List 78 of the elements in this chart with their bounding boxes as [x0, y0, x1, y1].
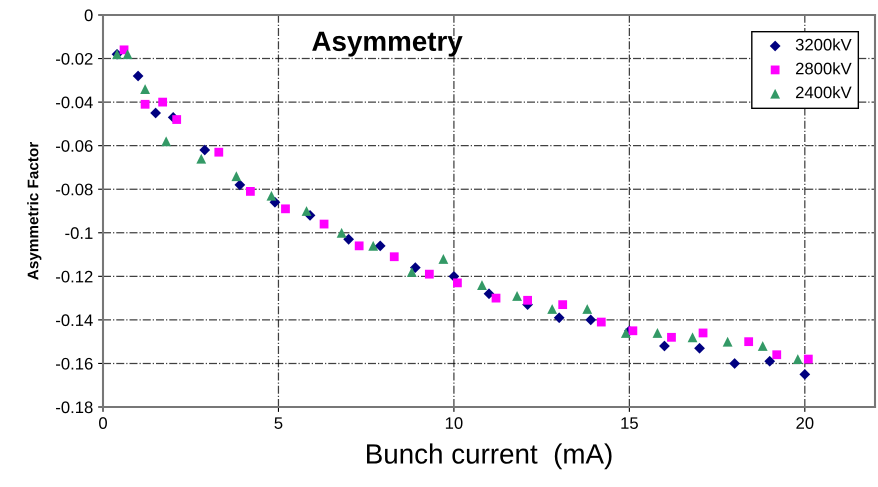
- x-tick-label: 5: [274, 417, 282, 429]
- point: [368, 240, 378, 251]
- point: [628, 326, 638, 336]
- y-tick-label: -0.16: [56, 358, 93, 370]
- point: [477, 280, 487, 290]
- point: [453, 278, 462, 288]
- point: [246, 187, 255, 196]
- point: [140, 84, 150, 94]
- point: [122, 49, 132, 60]
- point: [438, 254, 448, 264]
- y-tick-label: -0.08: [56, 184, 93, 196]
- point: [234, 179, 246, 190]
- point: [161, 136, 172, 146]
- point: [484, 288, 494, 300]
- x-tick-label: 15: [621, 417, 638, 429]
- text: Asymmetry: [312, 32, 463, 57]
- point: [390, 252, 399, 262]
- point: [343, 234, 354, 245]
- point: [196, 154, 206, 164]
- point: [512, 291, 522, 301]
- x-tick-label: 20: [796, 417, 814, 429]
- point: [804, 354, 813, 364]
- point: [523, 296, 532, 305]
- y-tick-label: -0.04: [56, 96, 93, 108]
- point: [659, 340, 670, 352]
- point: [320, 220, 328, 228]
- point: [652, 328, 662, 338]
- point: [374, 240, 386, 252]
- point: [744, 337, 754, 346]
- point: [354, 241, 364, 250]
- point: [582, 304, 592, 314]
- point: [596, 318, 606, 326]
- x-tick-label: 0: [99, 417, 107, 429]
- point: [231, 171, 242, 182]
- point: [694, 342, 705, 354]
- point: [764, 356, 776, 367]
- x-axis-title: Bunch current (mA): [367, 443, 612, 470]
- point: [722, 336, 733, 347]
- y-tick-label: -0.02: [56, 52, 92, 65]
- point: [410, 262, 421, 273]
- point: [667, 332, 676, 342]
- point: [620, 328, 631, 338]
- point: [758, 341, 768, 351]
- point: [158, 98, 168, 107]
- point: [140, 100, 150, 109]
- y-tick-label: -0.06: [56, 140, 93, 152]
- y-tick-label: -0.14: [56, 314, 93, 326]
- point: [132, 70, 144, 82]
- point: [554, 312, 565, 324]
- y-tick-label: 0: [84, 9, 93, 22]
- point: [558, 300, 568, 310]
- point: [214, 148, 224, 157]
- point: [266, 190, 276, 201]
- point: [729, 358, 740, 369]
- point: [281, 204, 290, 214]
- y-tick-label: -0.12: [56, 270, 92, 283]
- y-axis-title: Asymmetric Factor: [27, 142, 42, 280]
- point: [424, 270, 434, 279]
- point: [172, 115, 182, 124]
- point: [150, 108, 162, 118]
- point: [772, 350, 782, 360]
- x-tick-label: 10: [446, 417, 463, 429]
- point: [688, 332, 698, 342]
- legend-label: 2800kV: [796, 62, 852, 74]
- point: [799, 368, 810, 380]
- legend-label: 3200kV: [796, 38, 852, 51]
- point: [302, 206, 312, 216]
- point: [547, 304, 558, 314]
- point: [199, 144, 210, 156]
- y-tick-label: -0.18: [56, 401, 93, 414]
- point: [492, 294, 500, 303]
- point: [698, 328, 708, 338]
- point: [792, 354, 803, 364]
- legend-label: 2400kV: [796, 86, 852, 98]
- point: [585, 314, 596, 326]
- y-tick-label: -0.1: [65, 227, 92, 239]
- point: [406, 267, 417, 277]
- point: [336, 228, 347, 238]
